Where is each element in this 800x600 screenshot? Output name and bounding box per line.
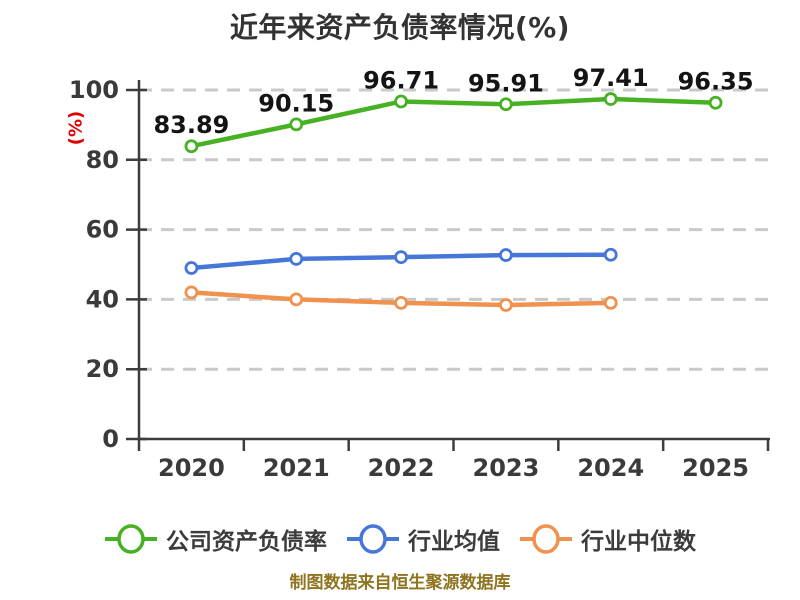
svg-text:2025: 2025	[682, 454, 749, 482]
svg-text:95.91: 95.91	[468, 69, 544, 97]
legend-label-industry-mean: 行业均值	[408, 529, 500, 555]
svg-text:97.41: 97.41	[573, 64, 649, 92]
svg-text:2024: 2024	[577, 454, 644, 482]
svg-text:80: 80	[86, 146, 119, 174]
legend-label-industry-median: 行业中位数	[581, 529, 696, 555]
svg-text:20: 20	[86, 355, 119, 383]
legend-item-industry-mean: 行业均值	[346, 522, 500, 556]
svg-text:90.15: 90.15	[258, 89, 334, 117]
legend-label-company-debt-ratio: 公司资产负债率	[166, 529, 327, 555]
svg-text:2021: 2021	[263, 454, 330, 482]
svg-text:83.89: 83.89	[153, 111, 229, 139]
svg-text:2022: 2022	[368, 454, 435, 482]
svg-text:0: 0	[102, 425, 119, 453]
svg-text:96.35: 96.35	[678, 68, 754, 96]
legend-marker-blue-icon	[347, 524, 399, 554]
legend-item-industry-median: 行业中位数	[519, 522, 696, 556]
svg-text:100: 100	[69, 76, 119, 104]
legend-item-company-debt-ratio: 公司资产负债率	[104, 522, 327, 556]
legend-marker-orange-icon	[520, 524, 572, 554]
svg-text:2023: 2023	[473, 454, 540, 482]
svg-text:2020: 2020	[158, 454, 225, 482]
svg-text:60: 60	[86, 216, 119, 244]
chart-title: 近年来资产负债率情况(%)	[229, 11, 571, 44]
source-note: 制图数据来自恒生聚源数据库	[289, 573, 511, 593]
svg-text:40: 40	[86, 285, 119, 313]
legend-marker-green-icon	[105, 524, 157, 554]
legend: 公司资产负债率 行业均值 行业中位数	[0, 522, 800, 556]
svg-text:96.71: 96.71	[363, 66, 439, 94]
